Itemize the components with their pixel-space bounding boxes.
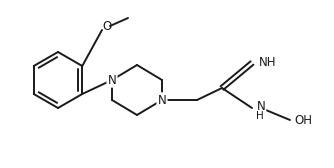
- Text: N: N: [257, 99, 266, 113]
- Text: N: N: [158, 94, 166, 107]
- Text: O: O: [103, 20, 112, 33]
- Text: N: N: [108, 74, 116, 87]
- Text: NH: NH: [259, 56, 277, 70]
- Text: H: H: [256, 111, 264, 121]
- Text: OH: OH: [294, 114, 312, 127]
